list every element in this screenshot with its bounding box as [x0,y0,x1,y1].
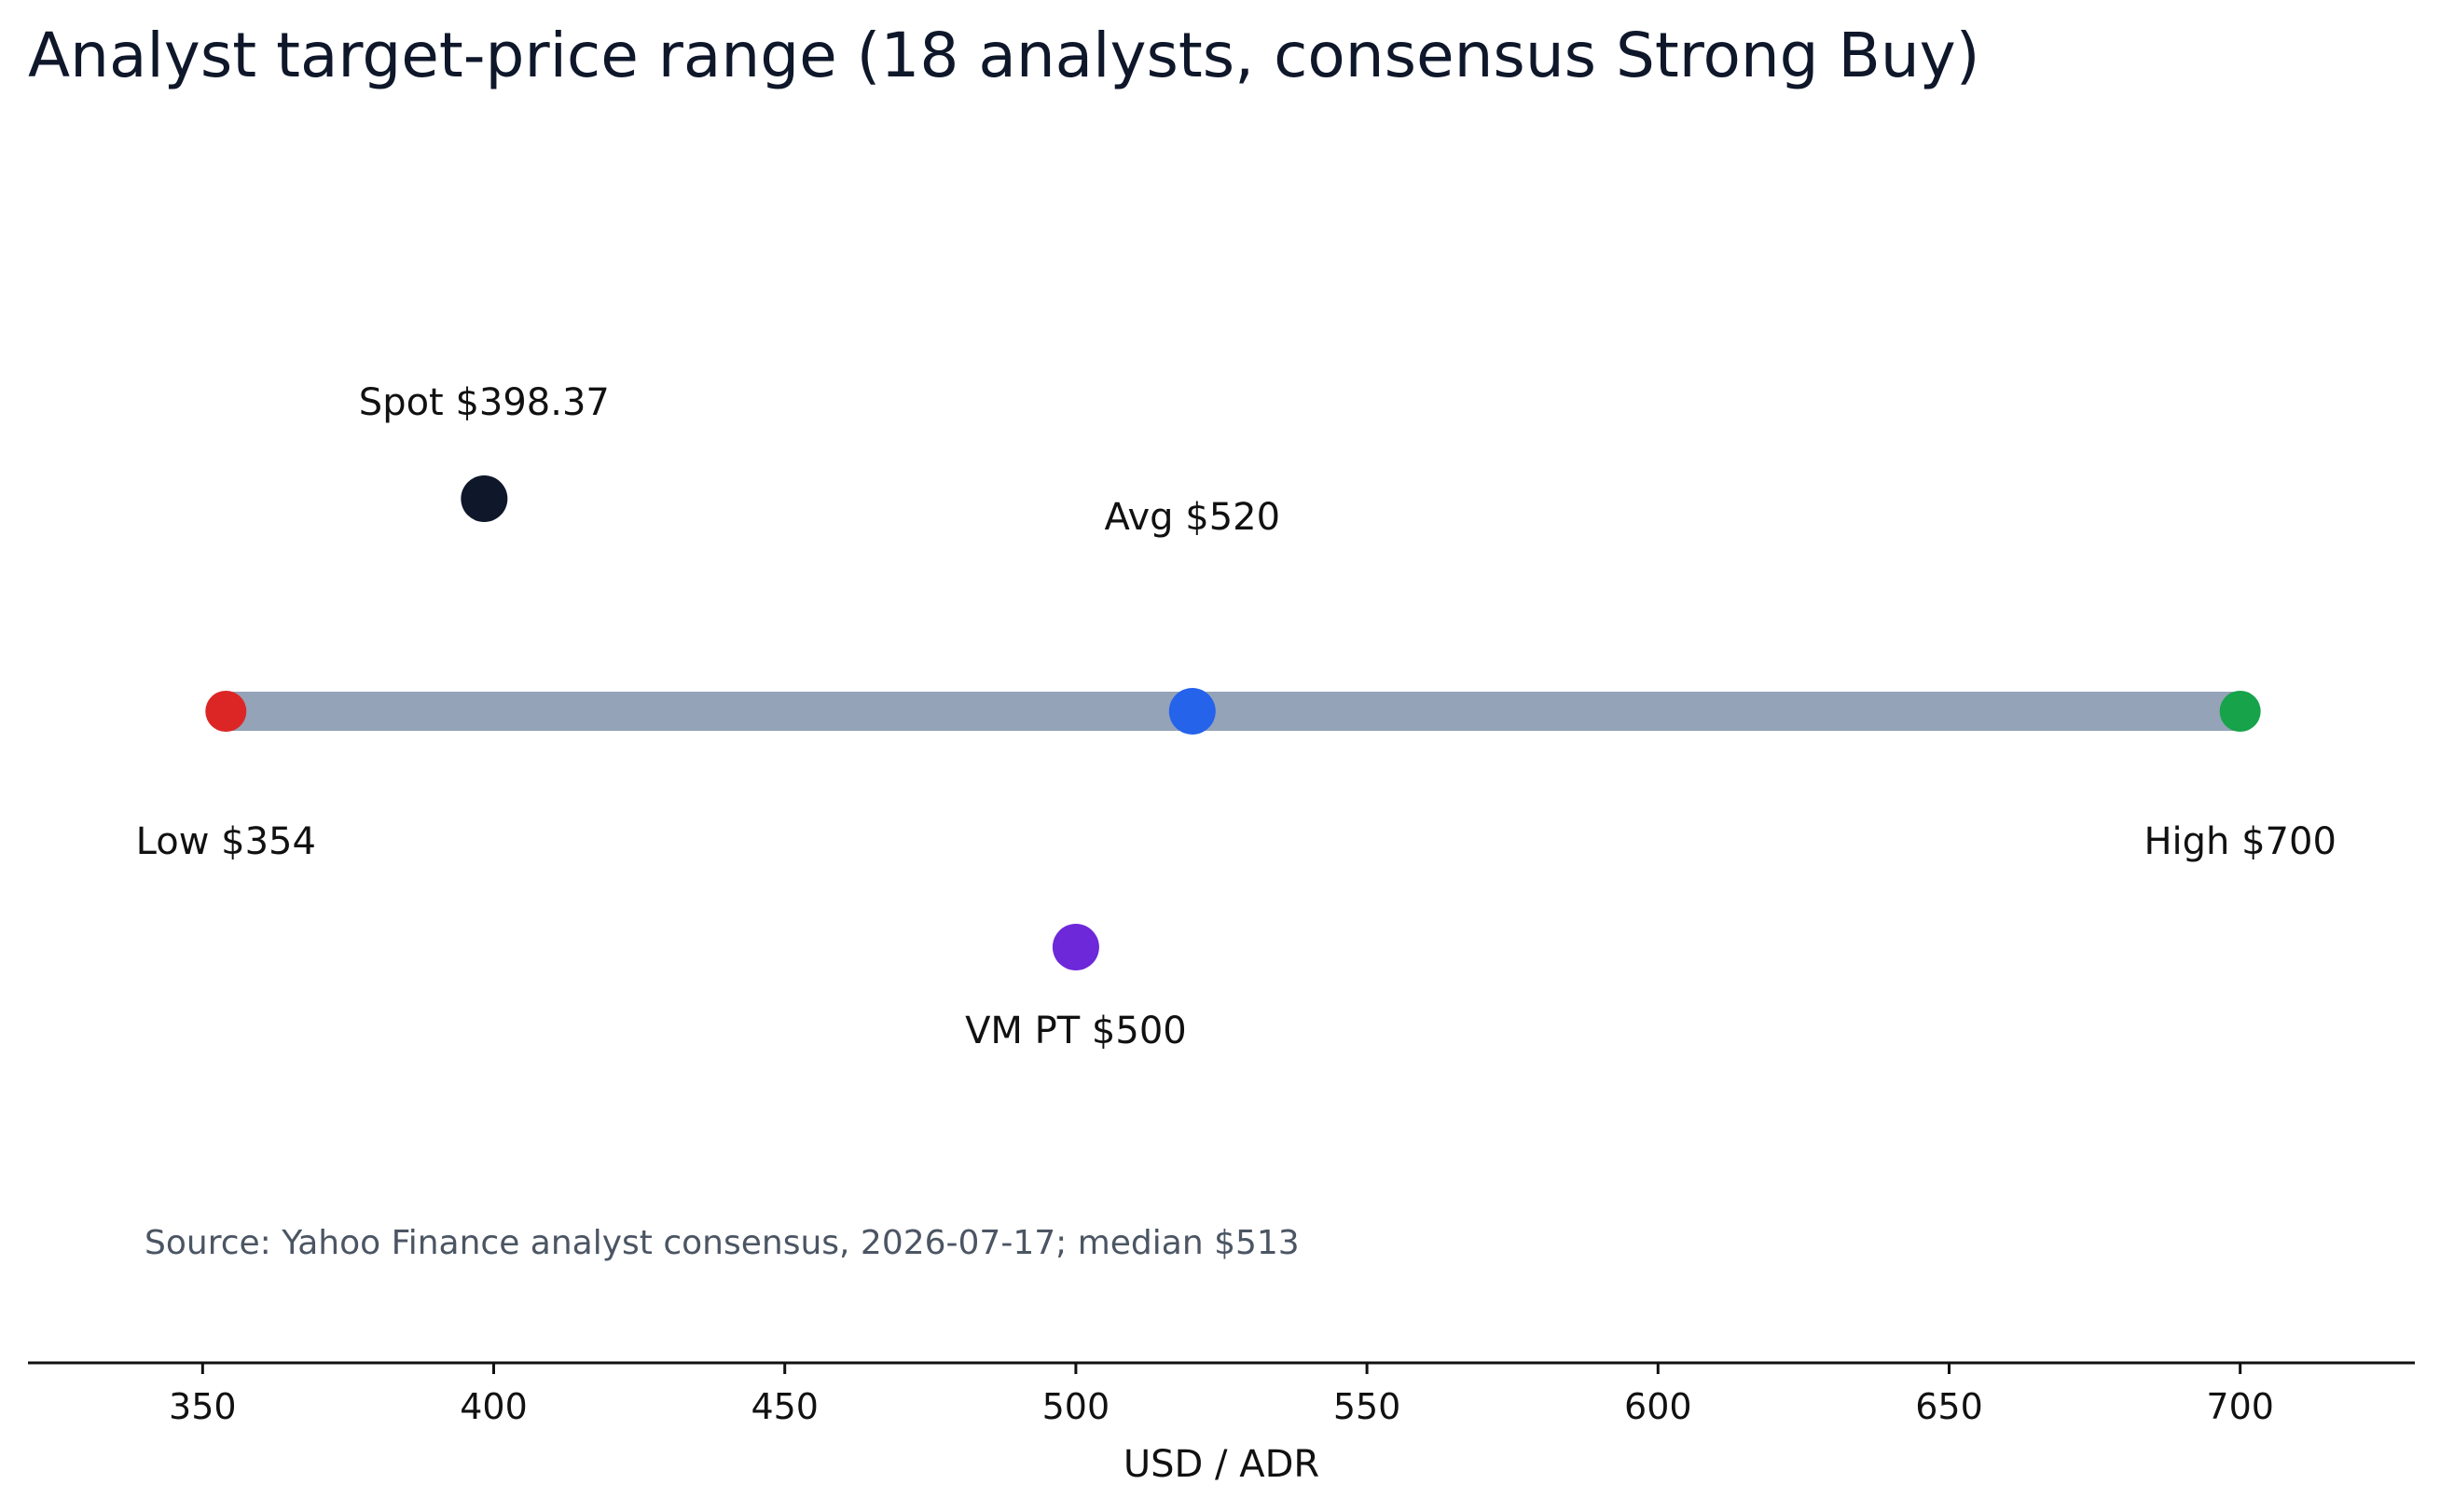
x-tick-label: 650 [1915,1386,1983,1427]
point-spot [461,475,508,522]
label-avg: Avg $520 [1104,496,1280,539]
label-high: High $700 [2144,820,2336,863]
x-tick-label: 700 [2206,1386,2274,1427]
x-tick-label: 600 [1624,1386,1692,1427]
x-tick-label: 450 [751,1386,819,1427]
label-vm: VM PT $500 [965,1010,1187,1052]
x-axis-label: USD / ADR [1124,1443,1319,1486]
x-tick-label: 350 [169,1386,237,1427]
x-tick-label: 550 [1333,1386,1401,1427]
point-high [2219,691,2261,732]
label-spot: Spot $398.37 [359,381,610,424]
label-low: Low $354 [136,820,316,863]
chart-title: Analyst target-price range (18 analysts,… [28,20,1979,91]
point-avg [1168,688,1216,735]
x-tick-label: 500 [1042,1386,1110,1427]
x-tick-label: 400 [460,1386,528,1427]
point-low [205,691,247,732]
point-vm [1052,924,1099,970]
source-note: Source: Yahoo Finance analyst consensus,… [145,1224,1300,1262]
